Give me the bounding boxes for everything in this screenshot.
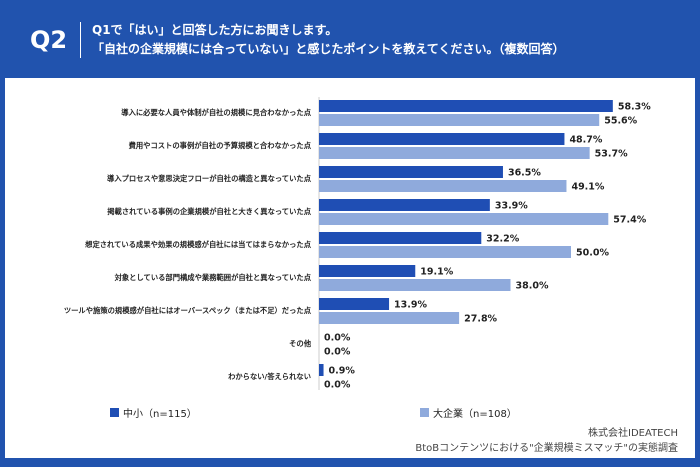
category-label: 対象としている部門構成や業務範囲が自社と異なっていた点 (114, 273, 312, 282)
data-label: 32.2% (486, 234, 519, 245)
data-label: 50.0% (576, 248, 609, 259)
legend-large: 大企業（n=108） (420, 405, 517, 420)
data-label: 27.8% (464, 314, 497, 325)
legend-swatch-sme (110, 408, 119, 417)
data-label: 58.3% (618, 102, 651, 113)
category-label: ツールや施策の規模感が自社にはオーバースペック（または不足）だった点 (64, 306, 312, 315)
data-label: 53.7% (595, 149, 628, 160)
bar-large (319, 114, 600, 126)
question-line-1: Q1で「はい」と回答した方にお聞きします。 (92, 23, 338, 37)
category-label: 想定されている成果や効果の規模感が自社には当てはまらなかった点 (84, 240, 312, 249)
data-label: 0.0% (324, 380, 351, 391)
data-label: 19.1% (420, 267, 453, 278)
data-label: 13.9% (394, 300, 427, 311)
bar-sme (319, 364, 324, 376)
data-label: 0.0% (324, 333, 351, 344)
data-label: 36.5% (508, 168, 541, 179)
data-label: 55.6% (604, 116, 637, 127)
bar-large (319, 279, 511, 291)
bar-large (319, 180, 567, 192)
category-label: 導入に必要な人員や体制が自社の規模に見合わなかった点 (121, 108, 311, 117)
question-line-2: 「自社の企業規模には合っていない」と感じたポイントを教えてください。（複数回答） (92, 42, 565, 56)
source-survey: BtoBコンテンツにおける"企業規模ミスマッチ"の実態調査 (415, 443, 678, 454)
category-label: 費用やコストの事例が自社の予算規模と合わなかった点 (129, 141, 312, 150)
category-label: わからない/答えられない (228, 372, 311, 381)
bar-sme (319, 232, 482, 244)
header-divider (80, 22, 81, 58)
bar-large (319, 147, 590, 159)
legend-sme: 中小（n=115） (110, 405, 197, 420)
data-label: 48.7% (569, 135, 602, 146)
bar-sme (319, 298, 390, 310)
legend-swatch-large (420, 408, 429, 417)
bar-large (319, 312, 460, 324)
legend-label-sme: 中小（n=115） (123, 409, 197, 420)
legend-label-large: 大企業（n=108） (433, 409, 517, 420)
source-company: 株式会社IDEATECH (588, 428, 678, 439)
data-label: 49.1% (571, 182, 604, 193)
category-label: その他 (289, 339, 312, 348)
question-number: Q2 (30, 26, 68, 54)
category-label: 掲載されている事例の企業規模が自社と大きく異なっていた点 (106, 207, 311, 216)
data-label: 0.9% (329, 366, 356, 377)
data-label: 57.4% (613, 215, 646, 226)
bar-sme (319, 100, 613, 112)
category-label: 導入プロセスや意思決定フローが自社の構造と異なっていた点 (107, 174, 312, 183)
data-label: 33.9% (495, 201, 528, 212)
bar-sme (319, 199, 490, 211)
data-label: 38.0% (516, 281, 549, 292)
bar-sme (319, 166, 503, 178)
bar-large (319, 246, 571, 258)
bar-sme (319, 133, 565, 145)
bar-sme (319, 265, 416, 277)
bar-large (319, 213, 609, 225)
data-label: 0.0% (324, 347, 351, 358)
header: Q2 Q1で「はい」と回答した方にお聞きします。 「自社の企業規模には合っていな… (0, 0, 700, 78)
